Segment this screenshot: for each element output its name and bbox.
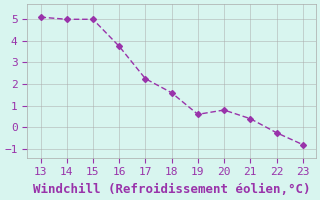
X-axis label: Windchill (Refroidissement éolien,°C): Windchill (Refroidissement éolien,°C): [33, 183, 310, 196]
